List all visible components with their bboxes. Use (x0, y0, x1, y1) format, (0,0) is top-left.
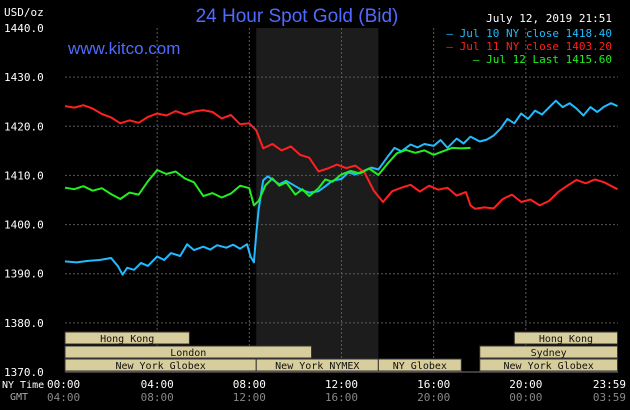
x-tick-label-gmt: 03:59 (593, 391, 626, 404)
y-tick-label: 1410.0 (4, 169, 44, 182)
x-tick-label-gmt: 04:00 (47, 391, 80, 404)
y-tick-label: 1390.0 (4, 268, 44, 281)
y-tick-label: 1430.0 (4, 71, 44, 84)
shaded-region (256, 28, 379, 372)
session-label: New York NYMEX (275, 361, 359, 372)
y-tick-label: 1440.0 (4, 22, 44, 35)
x-tick-label-gmt: 16:00 (325, 391, 358, 404)
website-link[interactable]: www.kitco.com (67, 39, 180, 58)
x-tick-label-gmt: 12:00 (233, 391, 266, 404)
session-box (64, 345, 313, 359)
price-series (64, 99, 618, 276)
y-tick-label: 1380.0 (4, 317, 44, 330)
x-tick-label-gmt: 08:00 (141, 391, 174, 404)
x-tick-label-ny: 16:00 (417, 378, 450, 391)
session-label: Hong Kong (539, 334, 593, 345)
market-sessions: Hong Kong London New York Globex New York N… (64, 331, 619, 372)
session-box (513, 331, 619, 345)
legend-entry: — Jul 12 Last 1415.60 (473, 53, 612, 66)
gmt-label: GMT (10, 392, 28, 403)
x-tick-label-ny: 23:59 (593, 378, 626, 391)
session-label: London (170, 348, 206, 359)
x-tick-label-ny: 00:00 (47, 378, 80, 391)
series-line-2 (64, 104, 618, 210)
session-label: NY Globex (393, 361, 447, 372)
ny-time-label: NY Time (2, 380, 44, 391)
session-label: New York Globex (503, 361, 593, 372)
y-tick-label: 1400.0 (4, 219, 44, 232)
session-box (377, 358, 462, 372)
units-label: USD/oz (4, 6, 44, 19)
session-box (479, 358, 619, 372)
x-tick-label-ny: 08:00 (233, 378, 266, 391)
series-line-1 (64, 99, 618, 276)
y-tick-label: 1370.0 (4, 366, 44, 379)
session-box (479, 345, 619, 359)
x-tick-label-ny: 04:00 (141, 378, 174, 391)
session-label: New York Globex (115, 361, 205, 372)
session-label: Hong Kong (100, 334, 154, 345)
x-tick-label-gmt: 00:00 (509, 391, 542, 404)
session-label: Sydney (531, 348, 567, 359)
nymex-session-shading (256, 28, 379, 372)
x-tick-label-gmt: 20:00 (417, 391, 450, 404)
legend-entry: — Jul 10 NY close 1418.40 (446, 27, 612, 40)
x-tick-label-ny: 20:00 (509, 378, 542, 391)
legend: — Jul 10 NY close 1418.40— Jul 11 NY clo… (446, 27, 612, 66)
y-tick-label: 1420.0 (4, 120, 44, 133)
timestamp: July 12, 2019 21:51 (486, 12, 612, 25)
axis-labels: 1440.0 1430.0 1420.0 1410.0 1400.0 1390.0 1380… (4, 22, 626, 404)
chart-title: 24 Hour Spot Gold (Bid) (196, 6, 399, 27)
legend-entry: — Jul 11 NY close 1403.20 (446, 40, 612, 53)
session-box (64, 331, 190, 345)
x-tick-label-ny: 12:00 (325, 378, 358, 391)
series-line-3 (64, 146, 471, 207)
